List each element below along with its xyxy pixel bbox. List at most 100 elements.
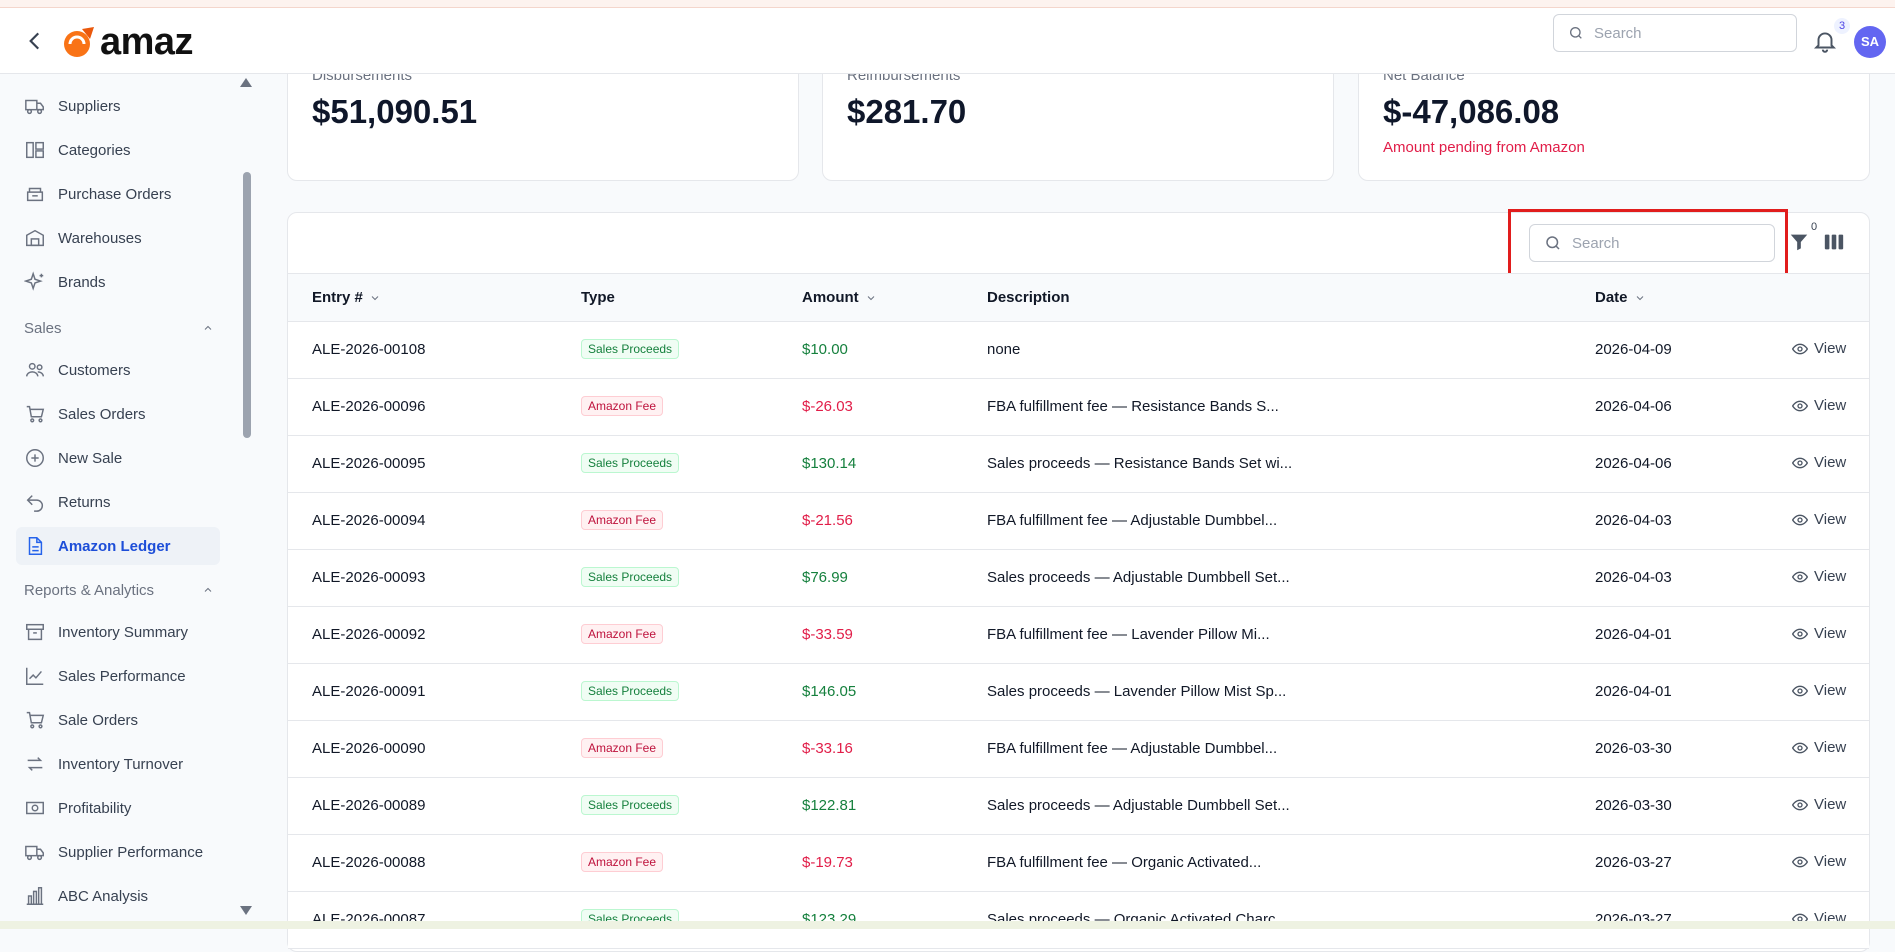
table-search-input[interactable]: [1572, 234, 1752, 252]
table-row[interactable]: ALE-2026-00096 Amazon Fee $-26.03 FBA fulfi…: [288, 379, 1869, 436]
view-button[interactable]: View: [1792, 340, 1846, 357]
amount-value: $10.00: [802, 341, 848, 358]
amount-value: $76.99: [802, 569, 848, 586]
sidebar-item-customers[interactable]: Customers: [16, 351, 220, 389]
table-row[interactable]: ALE-2026-00088 Amazon Fee $-19.73 FBA fulfi…: [288, 835, 1869, 892]
sidebar-scroll-down-arrow[interactable]: [240, 906, 252, 915]
description-text: Sales proceeds — Resistance Bands Set wi…: [987, 455, 1293, 472]
sidebar-item-inventory-turnover[interactable]: Inventory Turnover: [16, 745, 220, 783]
sidebar-item-returns[interactable]: Returns: [16, 483, 220, 521]
column-header-entry[interactable]: Entry #: [312, 289, 381, 306]
bell-icon[interactable]: [1812, 28, 1838, 54]
sidebar-item-label: Inventory Turnover: [58, 755, 184, 773]
column-header-label: Amount: [802, 289, 859, 306]
view-button[interactable]: View: [1792, 853, 1846, 870]
column-header-label: Type: [581, 289, 615, 306]
type-badge: Sales Proceeds: [581, 795, 680, 815]
sidebar-item-sale-orders[interactable]: Sale Orders: [16, 701, 220, 739]
search-highlight-box: [1508, 209, 1788, 279]
user-avatar[interactable]: SA: [1854, 26, 1886, 58]
date-value: 2026-04-06: [1595, 455, 1672, 472]
search-icon: [1546, 236, 1560, 250]
type-badge: Sales Proceeds: [581, 567, 680, 587]
eye-icon: [1792, 856, 1808, 867]
view-label: View: [1814, 511, 1847, 528]
sidebar-item-new-sale[interactable]: New Sale: [16, 439, 220, 477]
net-balance-value: $-47,086.08: [1383, 93, 1560, 130]
brand-logo[interactable]: amaz: [62, 21, 194, 63]
description-text: none: [987, 341, 1021, 358]
date-value: 2026-03-27: [1595, 854, 1672, 871]
view-button[interactable]: View: [1792, 625, 1846, 642]
sidebar-item-sales-performance[interactable]: Sales Performance: [16, 657, 220, 695]
column-header-date[interactable]: Date: [1595, 289, 1646, 306]
type-badge: Sales Proceeds: [581, 681, 680, 701]
table-row[interactable]: ALE-2026-00093 Sales Proceeds $76.99 Sales …: [288, 550, 1869, 607]
type-badge: Amazon Fee: [581, 738, 664, 758]
table-row[interactable]: ALE-2026-00090 Amazon Fee $-33.16 FBA fulfi…: [288, 721, 1869, 778]
money-icon: [26, 801, 44, 815]
logo-mark-icon: [64, 27, 94, 57]
sidebar-item-label: Returns: [58, 493, 111, 511]
chevron-up-icon: [204, 587, 212, 592]
description-text: FBA fulfillment fee — Resistance Bands S…: [987, 398, 1279, 415]
view-label: View: [1814, 625, 1847, 642]
truck-icon: [25, 845, 44, 861]
sidebar-item-label: Sales Orders: [58, 405, 146, 423]
table-row[interactable]: ALE-2026-00108 Sales Proceeds $10.00 none 20…: [288, 322, 1869, 379]
sidebar-item-purchase-orders[interactable]: Purchase Orders: [16, 175, 220, 213]
table-row[interactable]: ALE-2026-00092 Amazon Fee $-33.59 FBA fulfi…: [288, 607, 1869, 664]
amount-value: $-21.56: [802, 512, 853, 529]
sidebar-item-label: Purchase Orders: [58, 185, 172, 203]
date-value: 2026-03-30: [1595, 797, 1672, 814]
table-row[interactable]: ALE-2026-00089 Sales Proceeds $122.81 Sales…: [288, 778, 1869, 835]
sidebar-group-reports[interactable]: Reports & Analytics: [24, 575, 214, 605]
view-button[interactable]: View: [1792, 397, 1846, 414]
sidebar-item-abc-analysis[interactable]: ABC Analysis: [16, 877, 220, 915]
chevron-up-icon: [204, 325, 212, 330]
table-row[interactable]: ALE-2026-00091 Sales Proceeds $146.05 Sales…: [288, 664, 1869, 721]
sidebar-item-profitability[interactable]: Profitability: [16, 789, 220, 827]
table-row[interactable]: ALE-2026-00094 Amazon Fee $-21.56 FBA fulfi…: [288, 493, 1869, 550]
view-button[interactable]: View: [1792, 568, 1846, 585]
sidebar-item-inventory-summary[interactable]: Inventory Summary: [16, 613, 220, 651]
view-button[interactable]: View: [1792, 796, 1846, 813]
amount-value: $-26.03: [802, 398, 853, 415]
sidebar-item-warehouses[interactable]: Warehouses: [16, 219, 220, 257]
header-search-input[interactable]: [1594, 24, 1774, 42]
sidebar-item-supplier-performance[interactable]: Supplier Performance: [16, 833, 220, 871]
table-search[interactable]: [1529, 224, 1775, 262]
entry-number: ALE-2026-00094: [312, 512, 426, 529]
sidebar-scrollbar-thumb[interactable]: [243, 172, 251, 438]
return-icon: [26, 495, 43, 512]
type-badge: Sales Proceeds: [581, 453, 680, 473]
sidebar-item-sales-orders[interactable]: Sales Orders: [16, 395, 220, 433]
archive-icon: [26, 623, 44, 641]
view-label: View: [1814, 853, 1847, 870]
date-value: 2026-03-30: [1595, 740, 1672, 757]
amount-value: $-33.16: [802, 740, 853, 757]
sidebar-item-amazon-ledger[interactable]: Amazon Ledger: [16, 527, 220, 565]
filter-icon[interactable]: [1788, 231, 1810, 253]
eye-icon: [1792, 685, 1808, 696]
back-arrow-icon[interactable]: [22, 28, 48, 54]
amount-value: $-33.59: [802, 626, 853, 643]
sidebar-item-brands[interactable]: Brands: [16, 263, 220, 301]
view-button[interactable]: View: [1792, 511, 1846, 528]
sidebar-item-suppliers[interactable]: Suppliers: [16, 87, 220, 125]
entry-number: ALE-2026-00108: [312, 341, 426, 358]
header-search-visible[interactable]: [1553, 14, 1797, 52]
sidebar-item-categories[interactable]: Categories: [16, 131, 220, 169]
view-button[interactable]: View: [1792, 682, 1846, 699]
sidebar-group-sales[interactable]: Sales: [24, 313, 214, 343]
sidebar-scroll-up-arrow[interactable]: [240, 78, 252, 87]
view-button[interactable]: View: [1792, 739, 1846, 756]
amount-value: $130.14: [802, 455, 857, 472]
sidebar-group-label: Reports & Analytics: [24, 581, 155, 599]
table-row[interactable]: ALE-2026-00095 Sales Proceeds $130.14 Sales…: [288, 436, 1869, 493]
sidebar-group-label: Sales: [24, 319, 62, 337]
column-header-amount[interactable]: Amount: [802, 289, 877, 306]
view-button[interactable]: View: [1792, 454, 1846, 471]
columns-icon[interactable]: [1822, 231, 1846, 253]
document-icon: [28, 537, 43, 555]
